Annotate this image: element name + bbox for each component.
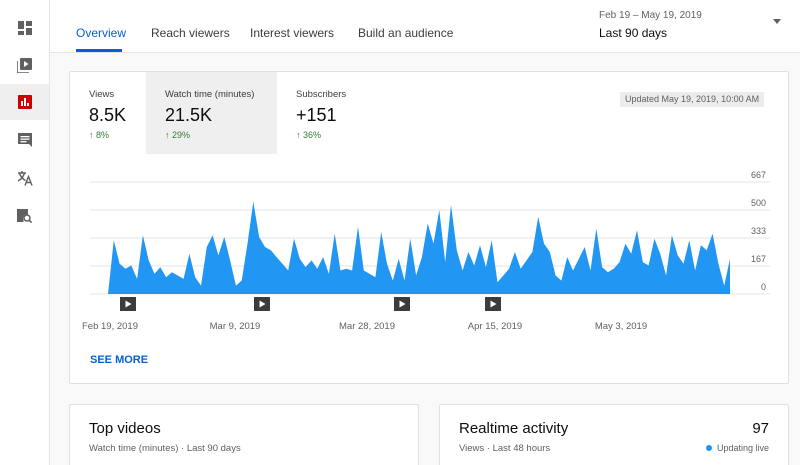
metric-subscribers[interactable]: Subscribers +151 ↑ 36% xyxy=(277,72,387,154)
active-tab-indicator xyxy=(76,49,122,52)
realtime-count: 97 xyxy=(752,420,769,437)
sidebar-item-dashboard[interactable] xyxy=(0,10,49,46)
dropdown-arrow-icon xyxy=(773,19,781,24)
y-tick-label: 167 xyxy=(751,254,766,264)
analytics-icon xyxy=(17,95,32,109)
x-tick-label: Mar 9, 2019 xyxy=(210,321,261,332)
top-videos-card: Top videos Watch time (minutes) · Last 9… xyxy=(69,404,419,465)
y-tick-label: 333 xyxy=(751,226,766,236)
sidebar-item-audio-library[interactable] xyxy=(0,197,49,233)
y-tick-label: 500 xyxy=(751,198,766,208)
see-more-link[interactable]: SEE MORE xyxy=(90,354,149,366)
metric-change: ↑ 8% xyxy=(89,130,110,140)
dashboard-icon xyxy=(17,21,32,35)
sidebar-item-translations[interactable] xyxy=(0,160,49,196)
sidebar-item-comments[interactable] xyxy=(0,122,49,158)
y-tick-label: 0 xyxy=(761,282,766,292)
tab-overview[interactable]: Overview xyxy=(76,26,127,40)
updated-timestamp: Updated May 19, 2019, 10:00 AM xyxy=(620,92,765,107)
x-tick-label: May 3, 2019 xyxy=(595,321,647,332)
metric-value: +151 xyxy=(296,105,337,125)
translate-icon xyxy=(17,171,33,186)
metric-label: Watch time (minutes) xyxy=(165,89,255,100)
watch-time-series xyxy=(108,201,730,294)
top-videos-title: Top videos xyxy=(89,420,161,437)
arrow-up-icon: ↑ xyxy=(89,130,94,140)
metric-views[interactable]: Views 8.5K ↑ 8% xyxy=(70,72,146,154)
audio-library-icon xyxy=(17,208,32,223)
realtime-title: Realtime activity xyxy=(459,420,569,437)
live-dot-icon xyxy=(705,445,712,451)
date-preset-label: Last 90 days xyxy=(599,26,668,40)
metric-watch-time[interactable]: Watch time (minutes) 21.5K ↑ 29% xyxy=(146,72,277,154)
metric-change: ↑ 29% xyxy=(165,130,191,140)
overview-card: Views 8.5K ↑ 8% Watch time (minutes) 21.… xyxy=(69,71,789,384)
sidebar xyxy=(0,0,50,465)
metric-label: Views xyxy=(89,89,115,100)
metric-change: ↑ 36% xyxy=(296,130,322,140)
live-status: Updating live xyxy=(705,443,769,453)
tab-build-an-audience[interactable]: Build an audience xyxy=(358,26,454,40)
play-icon xyxy=(490,300,497,308)
realtime-subtitle: Views · Last 48 hours xyxy=(459,443,551,454)
tab-interest-viewers[interactable]: Interest viewers xyxy=(250,26,335,40)
metric-value: 8.5K xyxy=(89,105,127,125)
metric-value: 21.5K xyxy=(165,105,213,125)
arrow-up-icon: ↑ xyxy=(165,130,170,140)
sidebar-item-videos[interactable] xyxy=(0,47,49,83)
top-videos-subtitle: Watch time (minutes) · Last 90 days xyxy=(89,443,241,454)
x-tick-label: Apr 15, 2019 xyxy=(468,321,522,332)
y-tick-label: 667 xyxy=(751,170,766,180)
watch-time-chart: 667 500 333 167 0 Feb 19, 2019 Mar 9, 2019 Mar … xyxy=(82,170,770,332)
play-icon xyxy=(399,300,406,308)
play-icon xyxy=(125,300,132,308)
x-tick-label: Feb 19, 2019 xyxy=(82,321,138,332)
play-icon xyxy=(259,300,266,308)
date-range-label: Feb 19 – May 19, 2019 xyxy=(599,10,702,21)
videos-icon xyxy=(17,57,32,73)
top-bar: Overview Reach viewers Interest viewers … xyxy=(50,0,800,53)
tab-reach-viewers[interactable]: Reach viewers xyxy=(151,26,230,40)
metric-label: Subscribers xyxy=(296,89,347,100)
comments-icon xyxy=(17,133,32,147)
arrow-up-icon: ↑ xyxy=(296,130,301,140)
realtime-card: Realtime activity Views · Last 48 hours … xyxy=(439,404,789,465)
sidebar-item-analytics[interactable] xyxy=(0,84,49,120)
x-tick-label: Mar 28, 2019 xyxy=(339,321,395,332)
